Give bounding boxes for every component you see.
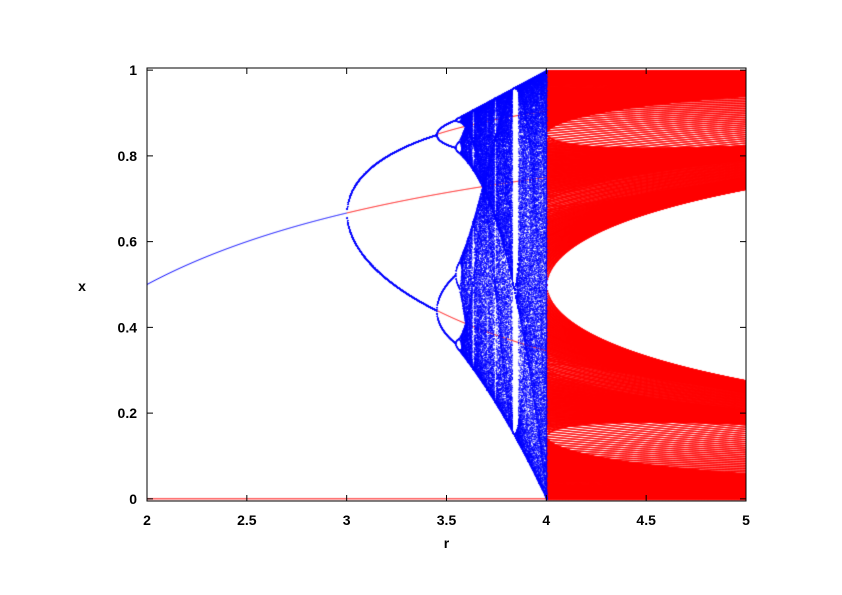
x-tick-label: 2.5 — [237, 512, 257, 528]
y-axis-label: x — [78, 278, 86, 294]
x-tick-label: 5 — [742, 512, 750, 528]
y-tick-label: 1 — [129, 62, 137, 78]
y-tick-label: 0 — [129, 491, 137, 507]
bifurcation-canvas — [147, 68, 746, 501]
y-tick-label: 0.2 — [118, 405, 138, 421]
y-tick-label: 0.8 — [118, 148, 138, 164]
y-tick-label: 0.6 — [118, 234, 138, 250]
x-tick-label: 3 — [343, 512, 351, 528]
y-tick-label: 0.4 — [118, 319, 138, 335]
x-axis-label: r — [444, 535, 450, 551]
bifurcation-points — [147, 68, 746, 501]
x-tick-label: 4 — [542, 512, 550, 528]
axis-ticks: 2 2.5 3 3.5 4 4.5 5 0 0.2 0.4 0.6 0.8 1 — [118, 62, 751, 528]
x-tick-label: 3.5 — [437, 512, 457, 528]
x-tick-label: 2 — [143, 512, 151, 528]
plot-area — [147, 68, 746, 501]
x-tick-label: 4.5 — [636, 512, 656, 528]
